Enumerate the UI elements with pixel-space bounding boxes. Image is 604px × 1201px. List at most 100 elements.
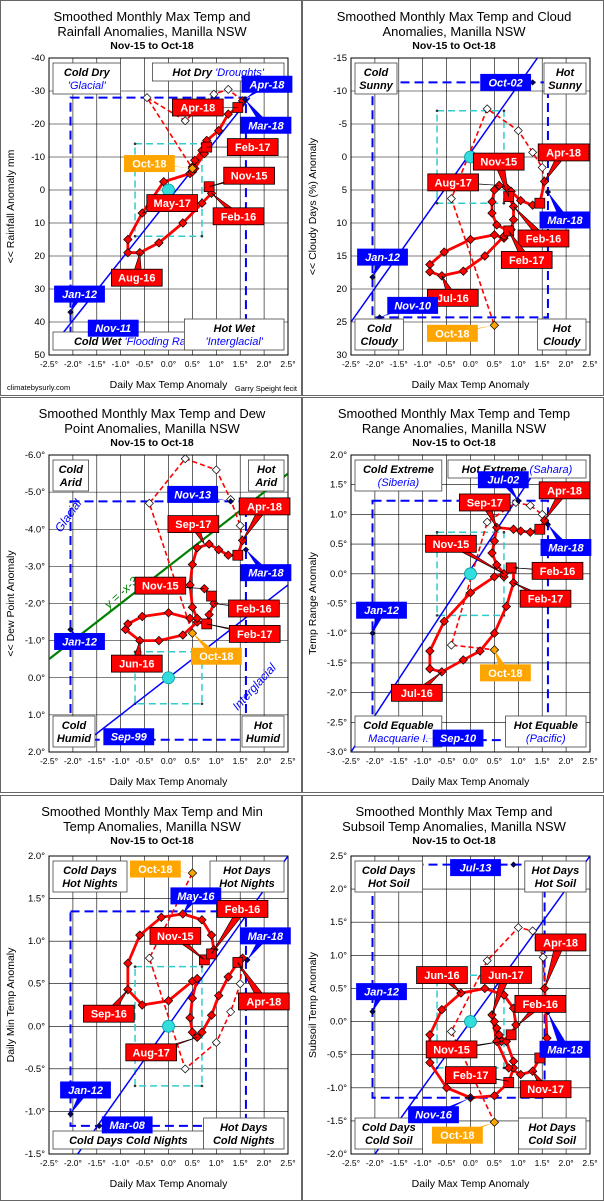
quadrant-text: Hot Days xyxy=(220,1122,268,1134)
y-tick-label: 2.5° xyxy=(330,851,347,862)
callout-label: Apr-18 xyxy=(543,937,578,949)
callout-label: Sep-17 xyxy=(175,519,211,531)
recent-month-marker xyxy=(180,116,190,126)
quadrant-box xyxy=(203,1117,285,1150)
y-tick-label: 15 xyxy=(336,251,347,262)
x-tick-label: 2.5° xyxy=(582,756,597,766)
extreme-point-marker xyxy=(544,188,552,196)
callout-label: Oct-18 xyxy=(199,651,233,663)
quadrant-text-segment: Hot Soil xyxy=(368,878,410,890)
month-marker xyxy=(504,1063,514,1073)
x-tick-label: 0.5° xyxy=(487,359,502,369)
trend-line xyxy=(351,463,541,752)
recent-month-marker xyxy=(482,956,492,966)
callout-box xyxy=(425,534,477,553)
callout-box xyxy=(519,1080,572,1099)
callout-label: Nov-15 xyxy=(433,539,470,551)
callout-label: Jan-12 xyxy=(364,605,399,617)
recent-month-marker xyxy=(537,163,547,173)
chart-subtitle: Nov-15 to Oct-18 xyxy=(110,835,194,847)
x-tick-label: 0.0° xyxy=(161,1158,176,1168)
callout-label: Mar-08 xyxy=(109,1120,145,1132)
extreme-point-marker xyxy=(96,1122,103,1129)
month-marker xyxy=(187,1027,198,1037)
quadrant-text: Hot Soil xyxy=(368,878,410,890)
quadrant-text: 'Interglacial' xyxy=(205,336,263,348)
normal-box-corner xyxy=(502,201,506,205)
callout-label: Apr-18 xyxy=(546,147,581,159)
callout-red: Feb-16 xyxy=(213,599,280,618)
callout-box xyxy=(54,632,105,650)
callout-blue: Mar-18 xyxy=(239,927,291,960)
extreme-point-marker xyxy=(467,1094,474,1101)
callout-box xyxy=(444,1066,497,1085)
callout-box xyxy=(167,515,220,533)
chart-title-line-1: Smoothed Monthly Max Temp and Cloud xyxy=(337,9,572,24)
x-tick-label: 0.0° xyxy=(463,756,478,766)
quadrant-text-segment: Cold Equable xyxy=(363,720,433,732)
callout-box xyxy=(480,73,532,91)
callout-pointer xyxy=(244,84,272,100)
quadrant-text-segment: Cold Extreme xyxy=(363,464,434,476)
month-marker xyxy=(137,611,147,622)
callout-label: Sep-10 xyxy=(440,733,477,745)
origin-marker xyxy=(162,183,175,197)
recent-month-marker xyxy=(528,926,538,936)
quadrant-text: Hot Soil xyxy=(535,878,577,890)
quadrant-text-segment: Cold Soil xyxy=(528,1135,577,1147)
callout-blue: Jan-12 xyxy=(60,1081,111,1114)
month-marker xyxy=(492,1036,502,1047)
callout-label: Jan-12 xyxy=(62,636,97,648)
month-marker xyxy=(487,208,497,218)
month-marker xyxy=(123,234,133,245)
callout-label: Mar-18 xyxy=(248,931,284,943)
recent-month-marker xyxy=(235,521,245,531)
x-tick-label: 1.5° xyxy=(535,756,550,766)
month-marker xyxy=(178,630,188,640)
y-tick-label: 1.5° xyxy=(28,894,45,905)
callout-blue: May-16 xyxy=(170,887,222,914)
recent-month-marker xyxy=(538,952,548,962)
normal-box-corner xyxy=(435,109,439,113)
x-tick-label: -0.5° xyxy=(136,359,154,369)
quadrant-text: Hot xyxy=(556,67,576,79)
chart-panel-dew-point: Smoothed Monthly Max Temp and Dew Point A… xyxy=(0,397,302,793)
y-tick-label: 0.0° xyxy=(330,1017,347,1028)
recent-month-marker xyxy=(528,147,538,157)
chart-title-line-1: Smoothed Monthly Max Temp and Dew xyxy=(39,406,266,421)
quadrant-text-segment: Hot Nights xyxy=(62,878,118,890)
callout-orange: Oct-18 xyxy=(480,649,531,682)
callout-label: Nov-17 xyxy=(527,1084,564,1096)
y-tick-label: 0.5° xyxy=(330,983,347,994)
y-tick-label: -2.0° xyxy=(327,1149,347,1160)
normal-box-corner xyxy=(502,1066,506,1070)
footer-author: Garry Speight fecit xyxy=(235,384,298,393)
normal-box-corner xyxy=(502,109,506,113)
quadrant-text: Hot Days xyxy=(223,865,271,877)
recent-month-marker xyxy=(482,104,492,114)
chart-subtitle: Nov-15 to Oct-18 xyxy=(412,437,496,449)
month-marker xyxy=(508,524,519,534)
month-marker xyxy=(197,198,207,208)
month-marker xyxy=(492,1023,502,1033)
callout-blue: Jan-12 xyxy=(356,983,407,1012)
callout-box xyxy=(416,966,468,984)
callout-red: May-17 xyxy=(142,194,199,214)
x-tick-label: 0.5° xyxy=(487,1158,502,1168)
callout-box xyxy=(432,1126,483,1144)
callout-label: Nov-13 xyxy=(174,489,211,501)
callout-box xyxy=(240,564,292,582)
month-marker xyxy=(192,613,202,624)
year-marker-square xyxy=(534,197,546,209)
quadrant-text: Hot Equable xyxy=(514,720,578,732)
quadrant-label-top-left: Cold Extreme(Siberia) xyxy=(354,459,443,492)
month-marker xyxy=(494,1030,504,1040)
x-tick-label: 0.0° xyxy=(161,359,176,369)
